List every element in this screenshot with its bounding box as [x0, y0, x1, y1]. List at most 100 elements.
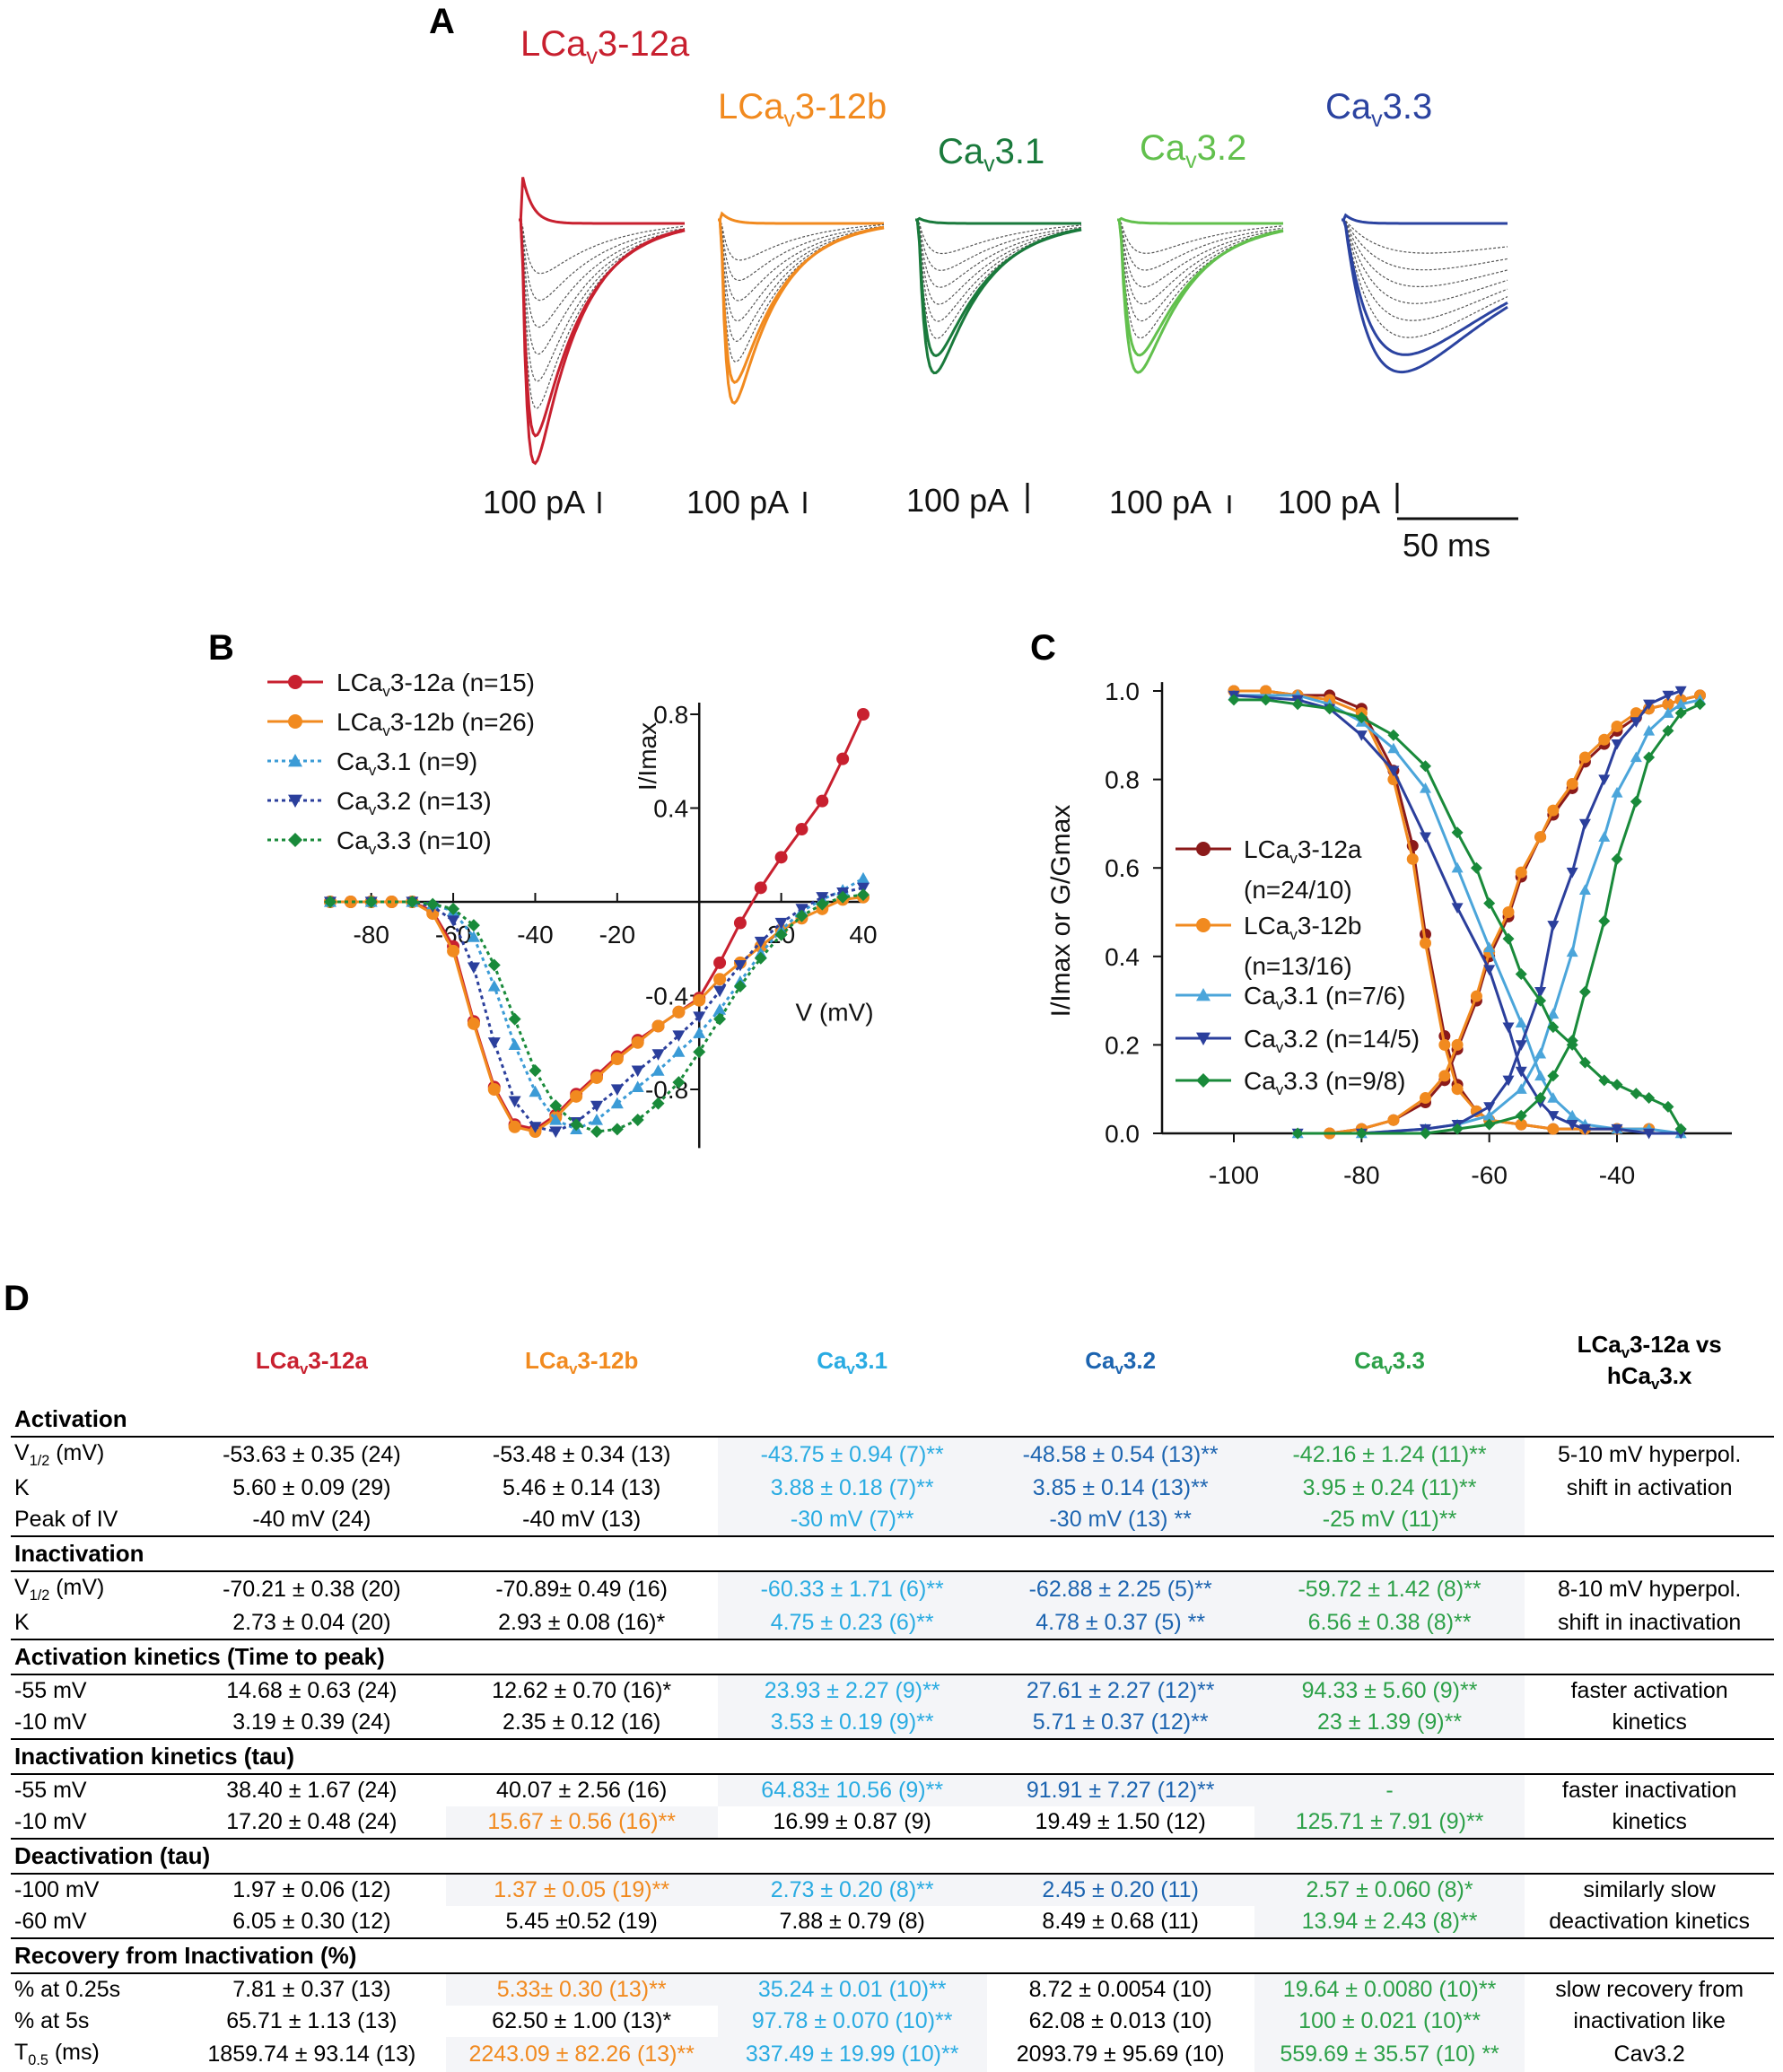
data-point: [1515, 1083, 1527, 1094]
scale-label-time: 50 ms: [1403, 527, 1490, 564]
table-header-cell: LCav3-12b: [524, 1346, 639, 1377]
table-section-title: Inactivation kinetics (tau): [11, 1738, 1774, 1775]
table-row-label: V1/2 (mV): [11, 1570, 179, 1608]
data-point: [1515, 1066, 1527, 1078]
c-y-tick-label: 0.4: [1105, 943, 1140, 971]
data-point: [1662, 1100, 1674, 1113]
data-point: [529, 1085, 542, 1097]
c-legend-label-n-1: (n=24/10): [1244, 876, 1352, 904]
data-point: [1387, 765, 1400, 777]
data-point: [713, 985, 727, 998]
table-cell: -: [1254, 1773, 1525, 1807]
data-point: [857, 871, 870, 884]
table-cell: 35.24 ± 0.01 (10)**: [717, 1972, 987, 2006]
table-section-row: Inactivation: [11, 1535, 1774, 1572]
data-point: [1643, 751, 1656, 764]
table-cell: 1859.74 ± 93.14 (13): [207, 2041, 416, 2068]
table-note-cell: shift in inactivation: [1558, 1610, 1742, 1636]
data-point: [529, 1064, 542, 1078]
data-point: [1630, 795, 1642, 808]
table-note-cell: deactivation kinetics: [1549, 1909, 1751, 1935]
data-point: [1483, 1102, 1496, 1113]
trace-sweep: [718, 218, 885, 406]
trace-sweep: [915, 219, 1082, 288]
c-legend-label-4: Cav3.2 (n=14/5): [1244, 1025, 1420, 1056]
table-cell: 5.46 ± 0.14 (13): [502, 1475, 661, 1501]
data-point: [795, 909, 808, 922]
trace-sweep: [718, 211, 884, 225]
data-point: [857, 708, 870, 721]
data-point: [1515, 968, 1527, 981]
trace-sweep: [519, 219, 686, 275]
data-point: [288, 754, 302, 767]
data-point: [1387, 1114, 1400, 1126]
table-row: -55 mV 14.68 ± 0.63 (24) 12.62 ± 0.70 (16)…: [11, 1674, 1774, 1708]
data-point: [754, 936, 767, 949]
scale-label-3: 100 pA: [906, 482, 1009, 519]
table-row-label: K: [14, 1610, 30, 1636]
data-point: [672, 1030, 686, 1042]
table-section-title: Activation: [14, 1405, 127, 1433]
table-note-cell: [1525, 1504, 1774, 1536]
table-cell: 4.78 ± 0.37 (5) **: [986, 1607, 1254, 1640]
panel-a-current-traces: LCav3-12a 100 pA LCav3-12b 100 pA Cav3.1 100 …: [483, 24, 1518, 564]
data-point: [754, 881, 767, 895]
c-y-tick-label: 0.8: [1105, 766, 1140, 794]
trace-sweep: [519, 219, 686, 328]
data-point: [836, 752, 850, 765]
data-point: [1196, 842, 1211, 856]
table-header-cell: Cav3.2: [1085, 1346, 1157, 1377]
trace-sweep: [519, 219, 686, 382]
trace-sweep: [519, 218, 686, 466]
data-point: [610, 1084, 624, 1096]
data-point: [1598, 733, 1611, 746]
table-section-title: Recovery from Inactivation (%): [11, 1937, 1774, 1974]
table-note-cell: Cav3.2: [1613, 2041, 1685, 2068]
table-cell: -70.89± 0.49 (16): [445, 1570, 718, 1608]
data-point: [1420, 782, 1431, 793]
data-point: [549, 1113, 563, 1125]
trace-title-3: Cav3.1: [938, 132, 1044, 177]
table-cell: 16.99 ± 0.87 (9): [773, 1809, 931, 1835]
data-point: [1451, 903, 1464, 914]
c-legend-label-3: Cav3.1 (n=7/6): [1244, 982, 1406, 1013]
data-point: [570, 1118, 583, 1132]
data-point: [651, 1097, 665, 1110]
data-point: [364, 896, 378, 908]
c-legend-label-5: Cav3.3 (n=9/8): [1244, 1067, 1406, 1098]
data-point: [1534, 987, 1547, 998]
data-point: [1451, 1083, 1464, 1096]
data-point: [610, 1097, 624, 1109]
data-point: [1674, 707, 1687, 720]
data-point: [1438, 1070, 1451, 1082]
table-note-cell: faster inactivation: [1525, 1773, 1774, 1807]
table-row: V1/2 (mV) -53.63 ± 0.35 (24) -53.48 ± 0.34…: [11, 1436, 1774, 1473]
table-cell: 2.35 ± 0.12 (16): [502, 1709, 661, 1735]
table-row-label: -60 mV: [14, 1909, 87, 1935]
table-cell: -40 mV (24): [252, 1507, 371, 1533]
data-point: [774, 917, 788, 930]
data-point: [487, 1037, 501, 1049]
panel-letter-c: C: [1030, 628, 1056, 668]
data-point: [713, 1012, 727, 1026]
data-point: [1534, 1047, 1547, 1059]
data-point: [610, 1053, 624, 1066]
c-y-tick-label: 1.0: [1105, 678, 1140, 705]
data-point: [1483, 1109, 1496, 1121]
data-point: [1598, 774, 1611, 786]
data-point: [1483, 965, 1496, 976]
data-point: [1515, 1118, 1527, 1131]
table-cell: -70.21 ± 0.38 (20): [178, 1570, 446, 1608]
data-point: [1260, 685, 1272, 697]
data-point: [385, 896, 398, 908]
c-legend-4: Cav3.2 (n=14/5): [1176, 1025, 1420, 1056]
trace-sweep: [519, 177, 685, 225]
table-section-row: Activation: [11, 1403, 1774, 1437]
trace-group-3: [915, 216, 1082, 375]
data-point: [324, 896, 336, 908]
data-point: [1534, 831, 1547, 844]
table-cell: 91.91 ± 7.27 (12)**: [986, 1773, 1254, 1807]
table-header-cell: Cav3.1: [817, 1346, 888, 1377]
data-point: [1611, 786, 1623, 798]
table-row: K 2.73 ± 0.04 (20) 2.93 ± 0.08 (16)* 4.75 ±…: [11, 1607, 1774, 1640]
